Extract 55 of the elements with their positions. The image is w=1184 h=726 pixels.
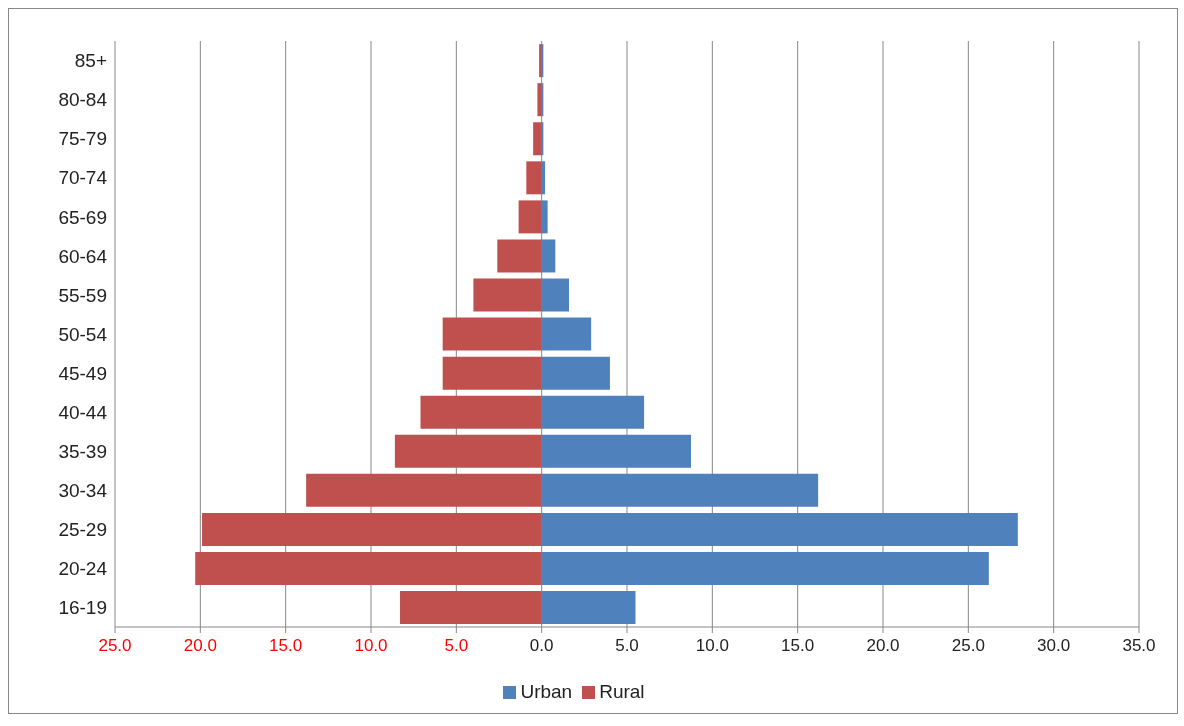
bar bbox=[541, 239, 556, 273]
legend-label: Urban bbox=[520, 681, 573, 702]
bar bbox=[195, 551, 542, 585]
bar bbox=[541, 551, 989, 585]
bar bbox=[394, 434, 542, 468]
bar bbox=[518, 200, 542, 234]
bar bbox=[541, 473, 819, 507]
legend-label: Rural bbox=[599, 681, 645, 702]
y-tick-label: 75-79 bbox=[58, 128, 107, 150]
x-tick-label: 5.0 bbox=[615, 636, 639, 655]
y-tick-label: 40-44 bbox=[58, 401, 108, 423]
y-tick-label: 25-29 bbox=[58, 519, 107, 541]
bar bbox=[442, 356, 542, 390]
x-tick-label: 25.0 bbox=[951, 636, 985, 655]
x-tick-label: 10.0 bbox=[354, 636, 388, 655]
x-tick-label: 20.0 bbox=[183, 636, 217, 655]
x-tick-label: 15.0 bbox=[781, 636, 815, 655]
bar bbox=[420, 395, 542, 429]
y-tick-label: 16-19 bbox=[58, 597, 107, 619]
x-tick-label: 0.0 bbox=[529, 636, 554, 655]
y-tick-label: 35-39 bbox=[58, 440, 107, 462]
x-tick-label: 5.0 bbox=[444, 636, 469, 655]
y-tick-label: 70-74 bbox=[58, 167, 108, 189]
bar bbox=[541, 278, 569, 312]
y-tick-label: 65-69 bbox=[58, 206, 107, 228]
bar bbox=[541, 434, 691, 468]
x-tick-label: 20.0 bbox=[866, 636, 900, 655]
y-tick-label: 85+ bbox=[74, 50, 107, 72]
x-tick-label: 30.0 bbox=[1037, 636, 1071, 655]
x-tick-label: 35.0 bbox=[1122, 636, 1156, 655]
y-tick-label: 50-54 bbox=[58, 323, 108, 345]
y-tick-label: 60-64 bbox=[58, 245, 108, 267]
bar bbox=[202, 512, 542, 546]
bar bbox=[473, 278, 542, 312]
bar bbox=[526, 161, 542, 195]
y-tick-label: 55-59 bbox=[58, 284, 107, 306]
y-tick-label: 20-24 bbox=[58, 558, 108, 580]
x-tick-label: 15.0 bbox=[269, 636, 303, 655]
bar bbox=[533, 122, 542, 156]
y-tick-label: 45-49 bbox=[58, 362, 107, 384]
bar bbox=[400, 591, 542, 625]
bar bbox=[537, 83, 542, 117]
bar bbox=[497, 239, 542, 273]
y-tick-label: 80-84 bbox=[58, 89, 108, 111]
bar bbox=[442, 317, 542, 351]
bar bbox=[541, 591, 636, 625]
bar bbox=[541, 317, 592, 351]
bar bbox=[541, 356, 610, 390]
bar bbox=[306, 473, 542, 507]
bar bbox=[541, 395, 645, 429]
y-tick-label: 30-34 bbox=[58, 480, 108, 502]
x-tick-label: 25.0 bbox=[98, 636, 132, 655]
bar bbox=[541, 200, 548, 234]
x-tick-label: 10.0 bbox=[695, 636, 729, 655]
bar bbox=[541, 512, 1018, 546]
